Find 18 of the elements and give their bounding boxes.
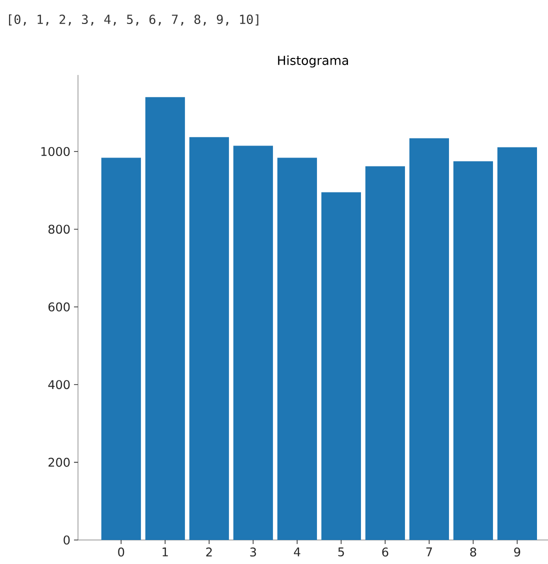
x-tick-label: 1 [162,548,168,556]
x-tick-label: 2 [206,548,212,556]
y-tick-label: 0 [64,535,70,545]
x-tick-label: 3 [250,548,256,557]
x-tick-label: 7 [426,548,432,556]
x-tick-label: 0 [118,548,124,557]
y-tick-label: 800 [48,224,70,234]
x-tick-label: 5 [338,548,344,556]
chart-title: Histograma [278,55,348,68]
x-tick-label: 4 [294,548,300,556]
x-tick-label: 6 [382,548,388,557]
y-tick-label: 400 [48,380,70,390]
x-tick-label: 8 [470,548,476,557]
text: [0, 1, 2, 3, 4, 5, 6, 7, 8, 9, 10] [9,14,258,26]
y-tick-label: 600 [48,302,70,312]
y-tick-label: 200 [48,458,70,467]
y-tick-label: 1000 [41,146,70,156]
x-tick-label: 9 [514,548,520,557]
